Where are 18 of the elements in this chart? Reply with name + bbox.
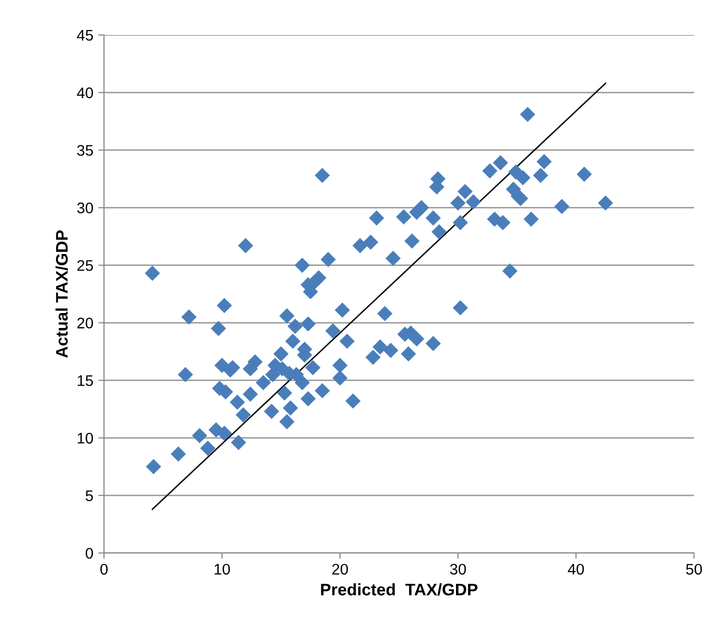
x-tick-label: 40	[568, 564, 584, 575]
y-tick-label: 35	[77, 144, 93, 156]
x-axis-title: Predicted TAX/GDP	[321, 583, 478, 596]
x-tick-label: 0	[100, 564, 108, 575]
y-tick-label: 20	[77, 318, 93, 328]
y-tick-label: 15	[78, 375, 93, 386]
y-axis-title: Actual TAX/GDP	[56, 230, 68, 358]
y-tick-label: 0	[86, 548, 93, 559]
y-tick-label: 10	[78, 432, 93, 444]
x-tick-label: 20	[332, 564, 348, 575]
x-tick-label: 30	[450, 564, 466, 575]
x-tick-label: 10	[214, 564, 230, 575]
y-tick-label: 45	[76, 30, 93, 41]
y-tick-label: 25	[77, 260, 93, 271]
x-tick-label: 50	[686, 564, 702, 575]
y-tick-label: 5	[86, 490, 93, 502]
y-tick-label: 40	[76, 87, 93, 98]
y-tick-label: 30	[77, 202, 93, 214]
